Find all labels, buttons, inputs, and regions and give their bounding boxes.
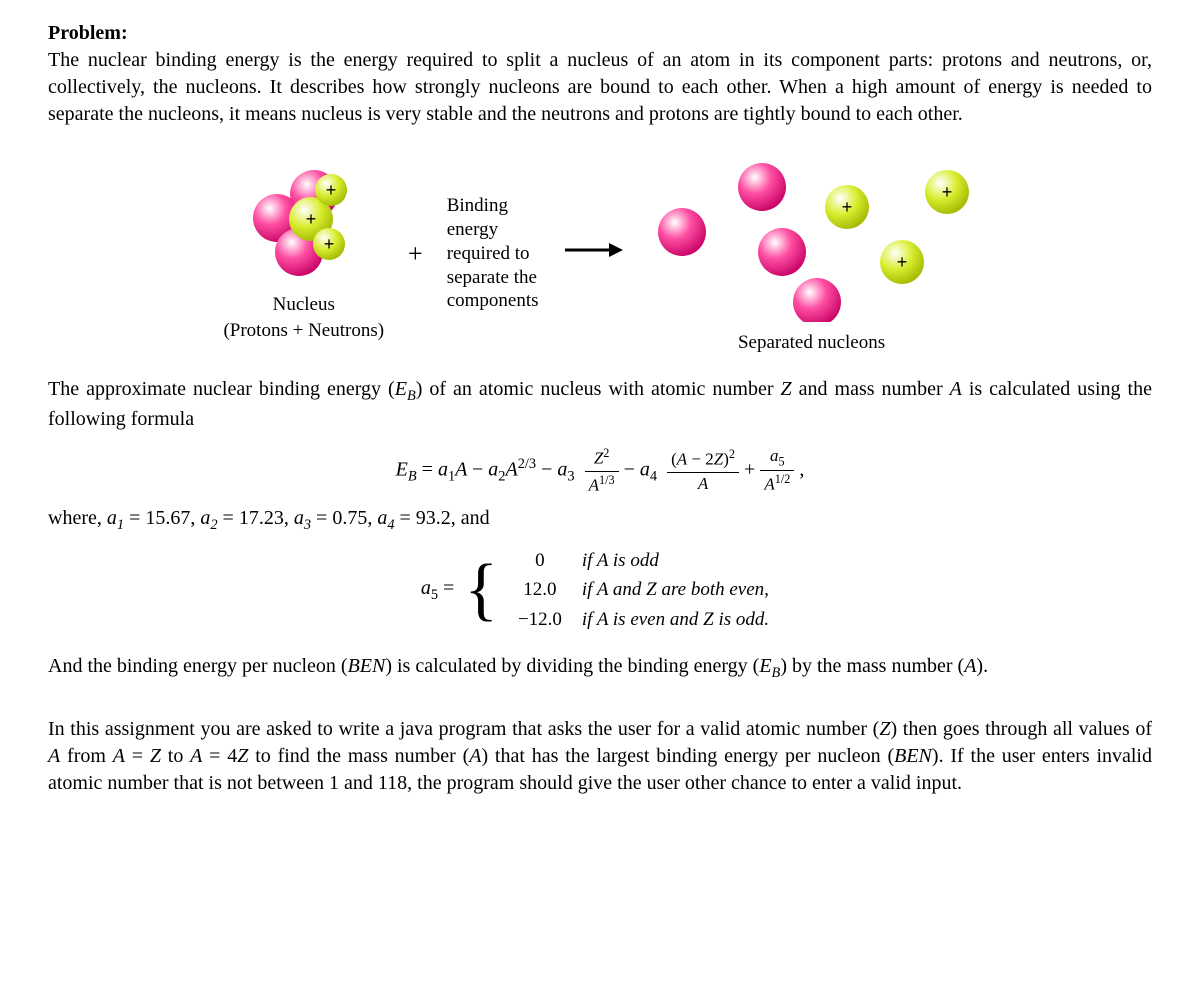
- nucleus-svg: + + +: [239, 164, 369, 284]
- separated-cluster: + + + Separated nucleons: [647, 152, 977, 356]
- svg-text:+: +: [323, 234, 334, 254]
- intro-text: The nuclear binding energy is the energy…: [48, 49, 1152, 125]
- svg-text:+: +: [841, 197, 852, 217]
- plus-sign: +: [408, 236, 423, 271]
- nucleus-caption-1: Nucleus: [273, 294, 335, 315]
- binding-text: Binding energy required to separate the …: [447, 194, 539, 313]
- svg-text:+: +: [305, 209, 316, 229]
- separated-caption: Separated nucleons: [738, 330, 885, 356]
- where-line: where, a1 = 15.67, a2 = 17.23, a3 = 0.75…: [48, 505, 1152, 535]
- nucleus-caption-2: (Protons + Neutrons): [223, 320, 384, 341]
- nucleus-cluster: + + + Nucleus (Protons + Neutrons): [223, 164, 384, 343]
- svg-text:+: +: [325, 180, 336, 200]
- para-formula-intro: The approximate nuclear binding energy (…: [48, 376, 1152, 433]
- problem-heading: Problem: The nuclear binding energy is t…: [48, 20, 1152, 128]
- task-paragraph: In this assignment you are asked to writ…: [48, 716, 1152, 797]
- ben-paragraph: And the binding energy per nucleon (BEN)…: [48, 653, 1152, 683]
- problem-label: Problem:: [48, 22, 128, 44]
- a5-piecewise: a5 = { 0 if A is odd 12.0 if A and Z are…: [48, 546, 1152, 635]
- binding-energy-formula: EB = a1A − a2A2/3 − a3 Z2 A1/3 − a4 (A −…: [48, 445, 1152, 497]
- diagram: + + + Nucleus (Protons + Neutrons) + Bin…: [48, 152, 1152, 356]
- separated-svg: + + +: [647, 152, 977, 322]
- svg-text:+: +: [896, 252, 907, 272]
- svg-text:+: +: [941, 182, 952, 202]
- left-brace-icon: {: [464, 555, 498, 625]
- arrow-icon: [563, 240, 623, 268]
